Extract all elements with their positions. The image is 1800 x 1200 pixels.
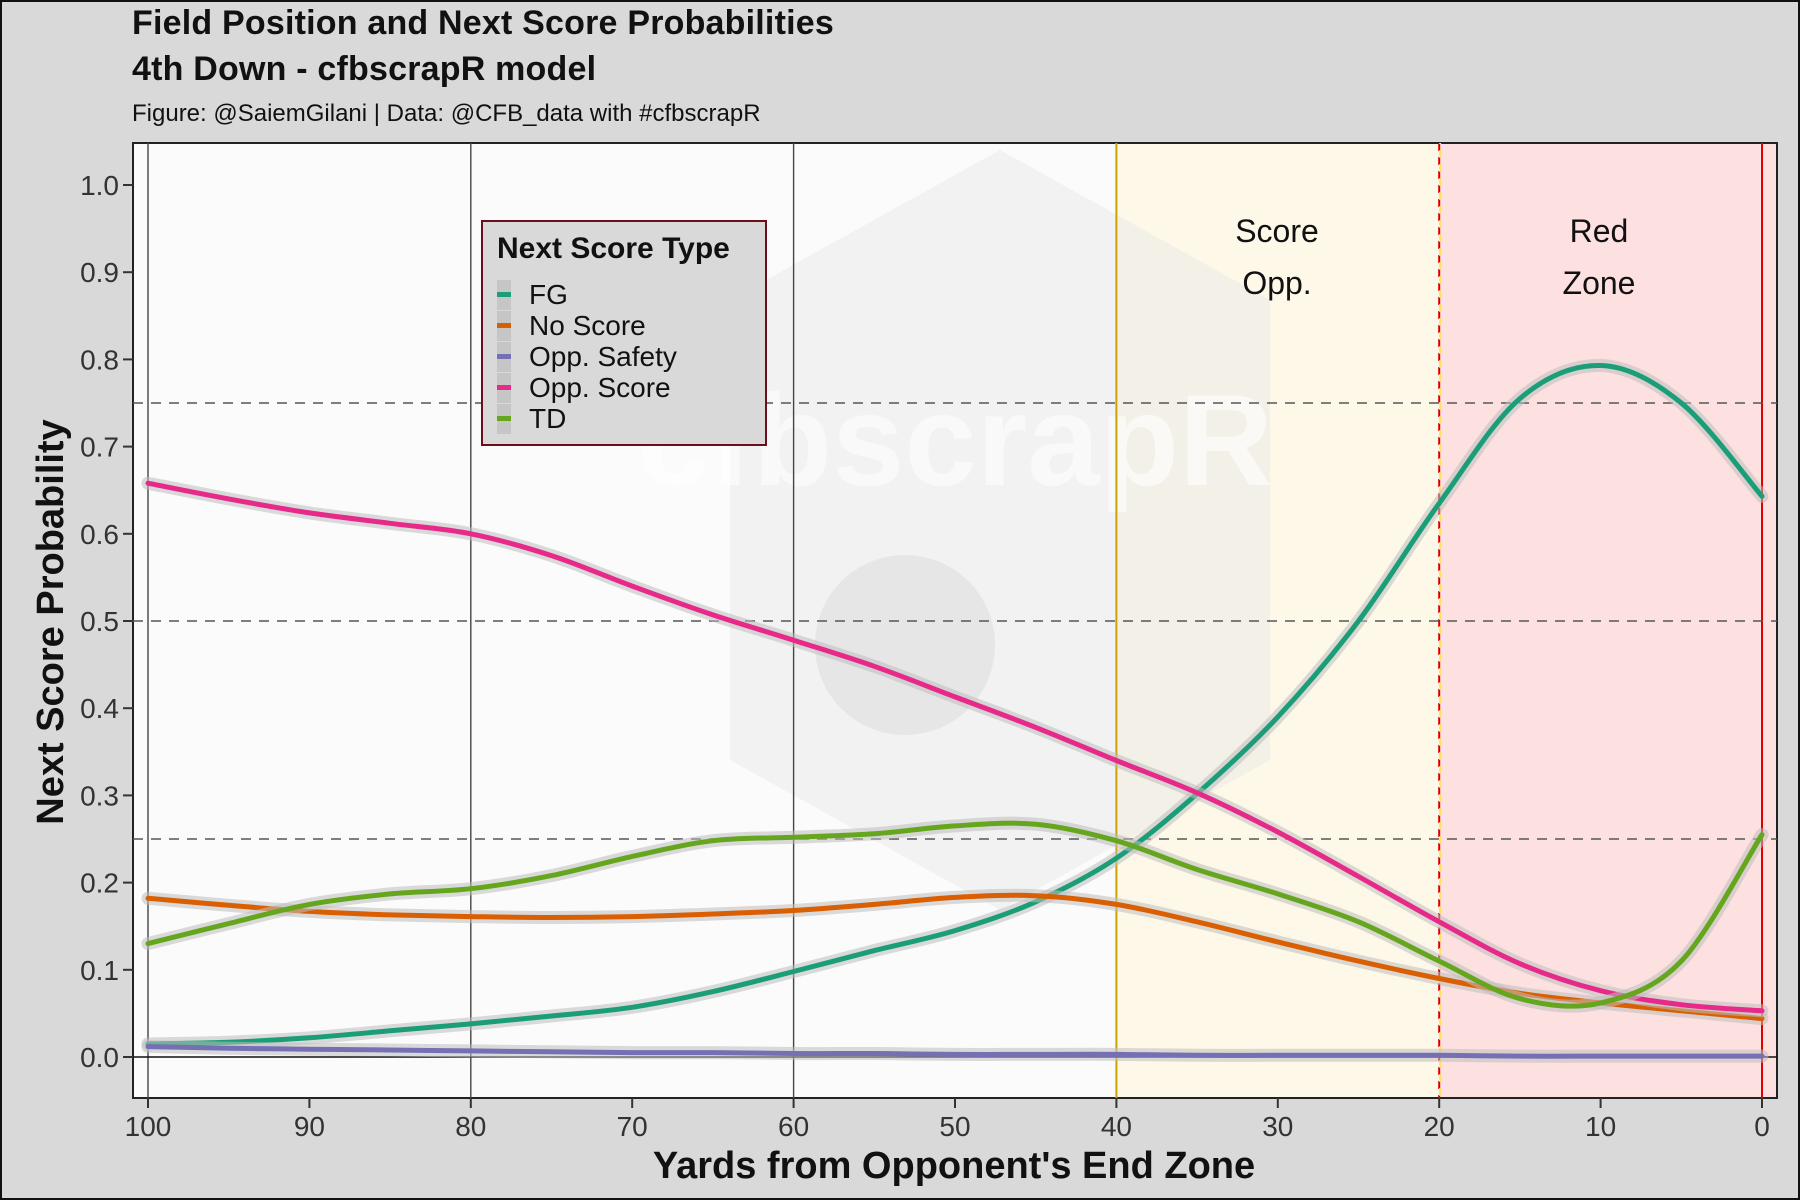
y-tick-label: 0.3 xyxy=(80,780,119,811)
y-tick-label: 0.8 xyxy=(80,344,119,375)
zone-label-score-opp-line2: Opp. xyxy=(1242,265,1311,301)
chart-subtitle: 4th Down - cfbscrapR model xyxy=(132,50,597,88)
x-tick-label: 100 xyxy=(125,1111,172,1142)
series-line-td xyxy=(145,820,1765,1009)
legend-label: No Score xyxy=(529,310,646,341)
legend-item-3: Opp. Score xyxy=(497,372,671,403)
series-line-opp-safety xyxy=(145,1044,1765,1059)
zone-label-score-opp-line1: Score xyxy=(1235,213,1319,249)
chart-title: Field Position and Next Score Probabilit… xyxy=(132,4,834,42)
series-line-opp-score xyxy=(145,480,1765,1014)
legend-label: TD xyxy=(529,403,567,434)
y-tick-label: 0.7 xyxy=(80,432,119,463)
x-axis-title: Yards from Opponent's End Zone xyxy=(653,1145,1255,1187)
y-tick-label: 0.2 xyxy=(80,868,119,899)
y-tick-label: 0.6 xyxy=(80,519,119,550)
legend-label: Opp. Safety xyxy=(529,341,677,372)
watermark-layer: cfbscrapR xyxy=(637,150,1273,910)
legend-item-1: No Score xyxy=(497,310,646,341)
y-tick-label: 1.0 xyxy=(80,170,119,201)
x-tick-label: 60 xyxy=(778,1111,809,1142)
legend-item-0: FG xyxy=(497,279,568,310)
x-tick-label: 80 xyxy=(455,1111,486,1142)
legend-key xyxy=(497,311,511,341)
y-tick-label: 0.0 xyxy=(80,1042,119,1073)
watermark-hexagon xyxy=(730,150,1270,910)
series-layer xyxy=(141,358,1769,1063)
y-tick-label: 0.5 xyxy=(80,606,119,637)
x-tick-label: 50 xyxy=(939,1111,970,1142)
legend-key xyxy=(497,404,511,434)
zone-label-red-zone-line1: Red xyxy=(1570,213,1629,249)
x-tick-label: 40 xyxy=(1101,1111,1132,1142)
legend-key xyxy=(497,373,511,403)
y-tick-label: 0.4 xyxy=(80,693,119,724)
x-tick-label: 90 xyxy=(294,1111,325,1142)
y-tick-label: 0.9 xyxy=(80,257,119,288)
legend-title: Next Score Type xyxy=(497,232,730,265)
y-tick-label: 0.1 xyxy=(80,955,119,986)
legend-swatch xyxy=(497,385,511,390)
legend-item-4: TD xyxy=(497,403,567,434)
legend-key xyxy=(497,342,511,372)
legend-swatch xyxy=(497,416,511,421)
x-tick-label: 20 xyxy=(1424,1111,1455,1142)
legend-swatch xyxy=(497,354,511,359)
x-tick-label: 0 xyxy=(1754,1111,1770,1142)
x-tick-label: 70 xyxy=(617,1111,648,1142)
legend-label: FG xyxy=(529,279,568,310)
y-axis-title: Next Score Probability xyxy=(30,419,72,824)
legend-swatch xyxy=(497,323,511,328)
legend-item-2: Opp. Safety xyxy=(497,341,677,372)
legend-key xyxy=(497,280,511,310)
x-tick-label: 30 xyxy=(1262,1111,1293,1142)
legend-swatch xyxy=(497,292,511,297)
chart-caption: Figure: @SaiemGilani | Data: @CFB_data w… xyxy=(132,100,761,127)
x-tick-label: 10 xyxy=(1585,1111,1616,1142)
zone-label-red-zone-line2: Zone xyxy=(1563,265,1636,301)
series-line-fg xyxy=(145,362,1765,1047)
legend: Next Score Type FG No Score Opp. Safety … xyxy=(481,220,767,446)
legend-label: Opp. Score xyxy=(529,372,671,403)
